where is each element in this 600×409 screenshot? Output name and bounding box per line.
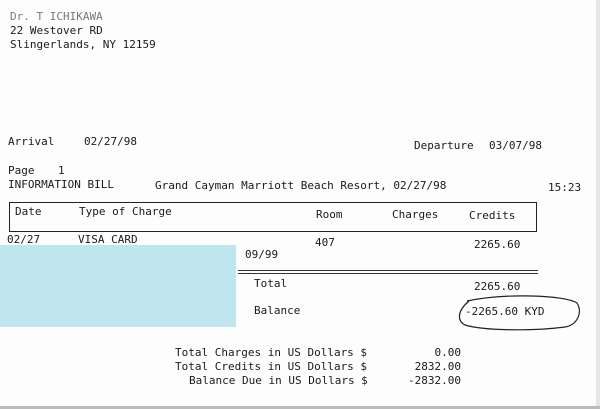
redaction-box — [0, 245, 236, 327]
total-value: 2265.60 — [474, 280, 521, 293]
arrival-label: Arrival — [8, 135, 55, 148]
departure-date: 03/07/98 — [489, 139, 542, 152]
guest-name: Dr. T ICHIKAWA — [10, 10, 103, 23]
header-credits: Credits — [469, 209, 516, 222]
bill-time: 15:23 — [548, 181, 582, 194]
departure-label: Departure — [414, 139, 474, 152]
guest-street: 22 Westover RD — [10, 24, 103, 37]
header-type: Type of Charge — [79, 205, 172, 218]
page-number: 1 — [58, 164, 65, 177]
usd-balance-label: Balance Due in US Dollars $ — [189, 374, 368, 387]
row-room: 407 — [315, 236, 335, 249]
divider — [238, 270, 538, 271]
bill-title: INFORMATION BILL — [8, 178, 114, 191]
scan-edge — [0, 406, 600, 409]
balance-value: -2265.60 KYD — [465, 305, 545, 318]
table-header-box — [9, 202, 537, 232]
balance-label: Balance — [254, 304, 301, 317]
hotel-line: Grand Cayman Marriott Beach Resort, 02/2… — [155, 179, 447, 192]
card-expiry: 09/99 — [245, 248, 279, 261]
usd-credits-value: 2832.00 — [414, 360, 461, 373]
usd-balance-value: -2832.00 — [408, 374, 461, 387]
row-credits: 2265.60 — [474, 238, 521, 251]
scan-edge — [596, 0, 600, 409]
usd-credits-label: Total Credits in US Dollars $ — [175, 360, 368, 373]
total-label: Total — [254, 277, 288, 290]
header-date: Date — [15, 205, 42, 218]
usd-charges-value: 0.00 — [434, 346, 462, 359]
row-type: VISA CARD — [78, 233, 138, 246]
header-charges: Charges — [392, 208, 439, 221]
guest-city: Slingerlands, NY 12159 — [10, 38, 156, 51]
divider — [238, 273, 538, 274]
page-label: Page — [8, 164, 35, 177]
header-room: Room — [316, 208, 343, 221]
usd-charges-label: Total Charges in US Dollars $ — [175, 346, 368, 359]
handwritten-circle — [458, 295, 580, 331]
row-date: 02/27 — [7, 233, 41, 246]
arrival-date: 02/27/98 — [84, 135, 137, 148]
